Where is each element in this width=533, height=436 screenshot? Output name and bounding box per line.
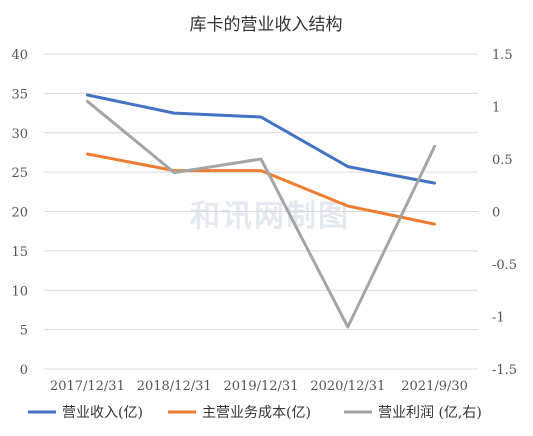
right-tick-label: 0	[492, 206, 500, 221]
x-axis: 2017/12/31 2018/12/31 2019/12/31 2020/12/31…	[50, 379, 468, 394]
series-line-3	[85, 99, 437, 329]
x-tick-label: 2017/12/31	[50, 379, 125, 394]
x-tick-label: 2018/12/31	[137, 379, 212, 394]
x-tick-label: 2021/9/30	[401, 379, 468, 394]
left-tick-label: 40	[11, 48, 28, 63]
watermark: 和讯网制图	[190, 199, 350, 234]
legend: 营业收入(亿) 主营业务成本(亿) 营业利润 (亿,右)	[28, 405, 482, 421]
chart-title: 库卡的营业收入结构	[190, 15, 343, 35]
right-tick-label: 1.5	[492, 48, 513, 63]
right-tick-label: 0.5	[492, 153, 513, 168]
left-tick-label: 20	[11, 206, 28, 221]
left-tick-label: 0	[20, 363, 28, 378]
right-tick-label: 1	[492, 101, 500, 116]
right-tick-label: -1	[492, 311, 505, 326]
left-tick-label: 5	[20, 324, 28, 339]
right-axis: -1.5 -1 -0.5 0 0.5 1 1.5	[492, 48, 517, 378]
left-tick-label: 35	[11, 87, 28, 102]
left-tick-label: 25	[11, 166, 28, 181]
right-tick-label: -1.5	[492, 363, 517, 378]
left-axis: 0 5 10 15 20 25 30 35 40	[11, 48, 28, 378]
legend-label: 主营业务成本(亿)	[202, 405, 311, 421]
legend-label: 营业收入(亿)	[62, 405, 143, 421]
right-tick-label: -0.5	[492, 258, 517, 273]
left-tick-label: 10	[11, 284, 28, 299]
x-tick-label: 2019/12/31	[224, 379, 299, 394]
series-line-2	[85, 152, 437, 226]
left-tick-label: 15	[11, 245, 28, 260]
series-group	[85, 93, 437, 329]
legend-label: 营业利润 (亿,右)	[378, 405, 482, 421]
x-tick-label: 2020/12/31	[310, 379, 385, 394]
gridlines	[44, 53, 478, 370]
left-tick-label: 30	[11, 127, 28, 142]
series-line-1	[85, 93, 437, 185]
